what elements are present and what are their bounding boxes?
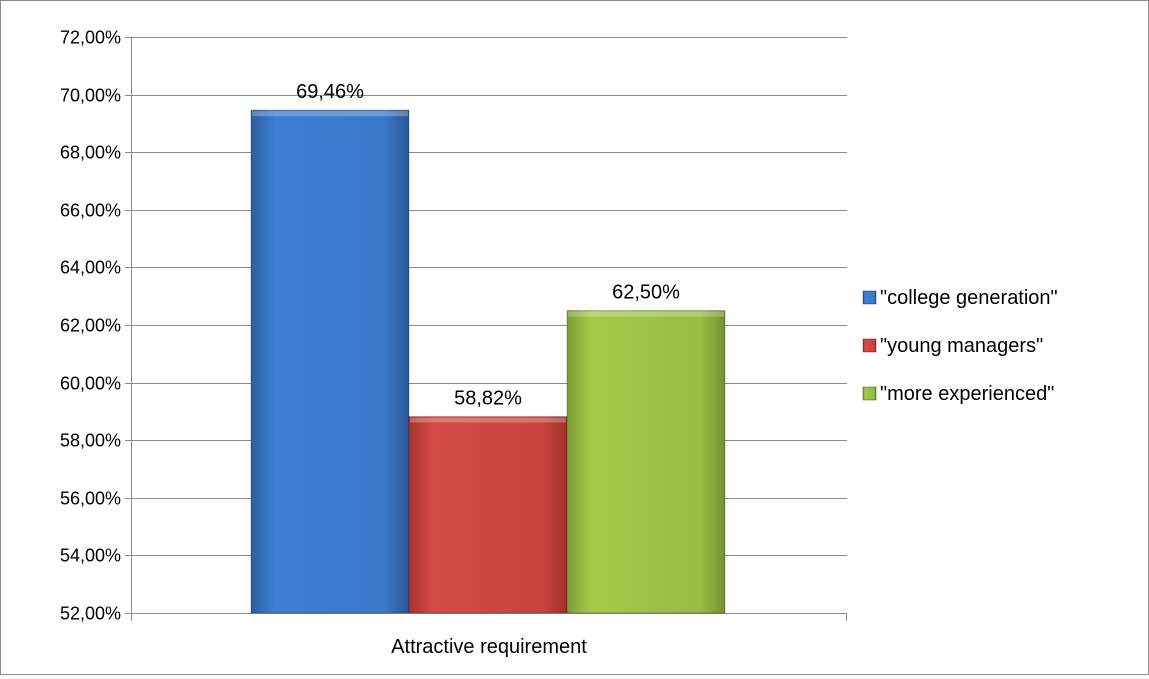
y-tick-label: 70,00% [60, 86, 121, 106]
legend-label: "more experienced" [880, 383, 1054, 405]
bars [250, 109, 726, 614]
data-labels: 69,46% 58,82% 62,50% [296, 81, 680, 409]
legend-label: "college generation" [880, 287, 1058, 309]
gridlines [125, 37, 847, 614]
y-tick-label: 52,00% [60, 604, 121, 624]
y-tick-label: 58,00% [60, 431, 121, 451]
legend-swatch [862, 338, 877, 353]
bar-2 [566, 310, 726, 614]
axes: 52,00% 54,00% 56,00% 58,00% 60,00% 62,00% 64,0… [60, 28, 847, 658]
legend-swatch [862, 386, 877, 401]
data-label: 58,82% [454, 388, 522, 410]
y-tick-label: 68,00% [60, 143, 121, 163]
y-tick-label: 66,00% [60, 201, 121, 221]
legend: "college generation" "young managers" "mor… [862, 287, 1058, 405]
y-tick-label: 56,00% [60, 489, 121, 509]
legend-label: "young managers" [880, 335, 1043, 357]
y-tick-label: 64,00% [60, 258, 121, 278]
data-label: 69,46% [296, 81, 364, 103]
bar-highlight [410, 417, 566, 423]
y-tick-label: 60,00% [60, 374, 121, 394]
y-tick-label: 62,00% [60, 316, 121, 336]
y-tick-label: 54,00% [60, 546, 121, 566]
bar-0 [250, 109, 410, 614]
y-tick-label: 72,00% [60, 28, 121, 48]
legend-swatch [862, 290, 877, 305]
bar-highlight [252, 111, 408, 117]
bar-highlight [568, 311, 724, 317]
data-label: 62,50% [612, 282, 680, 304]
x-category-label: Attractive requirement [391, 636, 587, 658]
bar-1 [408, 416, 568, 614]
